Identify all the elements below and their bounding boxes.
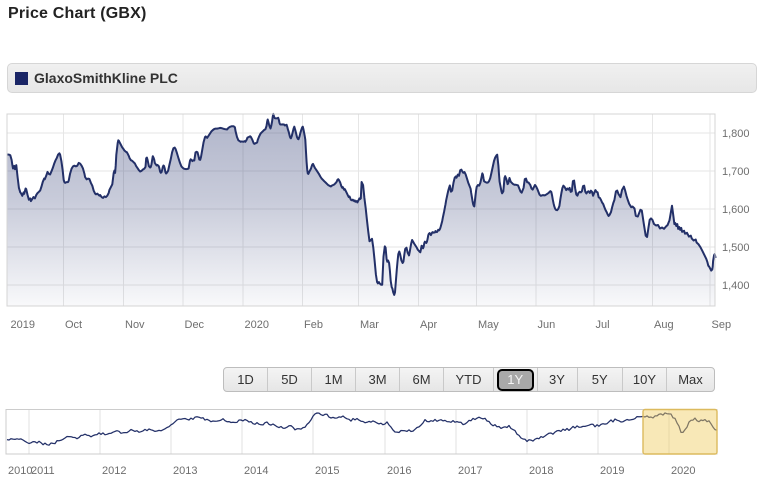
svg-text:2011: 2011	[31, 465, 55, 477]
svg-text:2014: 2014	[244, 465, 268, 477]
svg-text:2017: 2017	[458, 465, 482, 477]
svg-text:Dec: Dec	[185, 319, 205, 331]
svg-text:1,700: 1,700	[722, 166, 750, 178]
svg-text:May: May	[478, 319, 499, 331]
svg-text:1,500: 1,500	[722, 242, 750, 254]
svg-text:Jul: Jul	[596, 319, 610, 331]
svg-text:Nov: Nov	[125, 319, 145, 331]
svg-text:1,800: 1,800	[722, 128, 750, 140]
svg-text:2020: 2020	[245, 319, 269, 331]
svg-text:Jun: Jun	[538, 319, 556, 331]
svg-text:2016: 2016	[387, 465, 411, 477]
svg-text:1,600: 1,600	[722, 204, 750, 216]
svg-text:Sep: Sep	[712, 319, 732, 331]
svg-text:2010: 2010	[8, 465, 32, 477]
svg-text:Apr: Apr	[420, 319, 437, 331]
svg-text:1,400: 1,400	[722, 280, 750, 292]
svg-text:2012: 2012	[102, 465, 126, 477]
svg-text:Aug: Aug	[654, 319, 674, 331]
svg-text:2019: 2019	[600, 465, 624, 477]
svg-text:2018: 2018	[529, 465, 553, 477]
svg-text:2020: 2020	[671, 465, 695, 477]
svg-text:Feb: Feb	[304, 319, 323, 331]
svg-text:2013: 2013	[173, 465, 197, 477]
svg-text:Oct: Oct	[65, 319, 82, 331]
svg-text:Mar: Mar	[360, 319, 379, 331]
svg-text:2015: 2015	[315, 465, 339, 477]
svg-text:2019: 2019	[11, 319, 35, 331]
